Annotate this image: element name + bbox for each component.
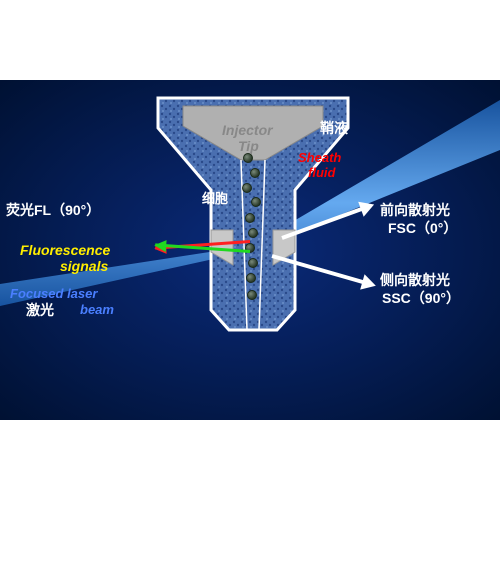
cell <box>246 273 256 283</box>
label-cell-zh: 细胞 <box>202 188 228 207</box>
label-laser-zh: 激光 <box>26 300 54 320</box>
label-injector2: Tip <box>238 138 259 154</box>
label-sheath-en1: Sheath <box>298 150 341 165</box>
label-fluorescence-en1: Fluorescence <box>20 242 110 258</box>
cell <box>251 197 261 207</box>
label-ssc-zh: 侧向散射光 <box>380 270 450 290</box>
cell <box>247 290 257 300</box>
label-fluorescence-en2: signals <box>60 258 108 274</box>
label-fluorescence-zh: 荧光FL（90°） <box>6 200 100 220</box>
cell <box>243 153 253 163</box>
label-sheath-zh: 鞘液 <box>320 118 348 138</box>
label-injector1: Injector <box>222 122 273 138</box>
label-ssc-en: SSC（90°） <box>382 288 460 308</box>
cell <box>250 168 260 178</box>
label-sheath-en2: fluid <box>308 165 335 180</box>
flow-cytometry-diagram: 荧光FL（90°） Fluorescence signals Focused l… <box>0 80 500 420</box>
cell <box>245 213 255 223</box>
label-fsc-en: FSC（0°） <box>388 218 457 238</box>
cell <box>248 228 258 238</box>
label-laser-en1: Focused laser <box>10 286 97 301</box>
cell <box>248 258 258 268</box>
label-laser-en2: beam <box>80 302 114 317</box>
cell <box>242 183 252 193</box>
label-fsc-zh: 前向散射光 <box>380 200 450 220</box>
